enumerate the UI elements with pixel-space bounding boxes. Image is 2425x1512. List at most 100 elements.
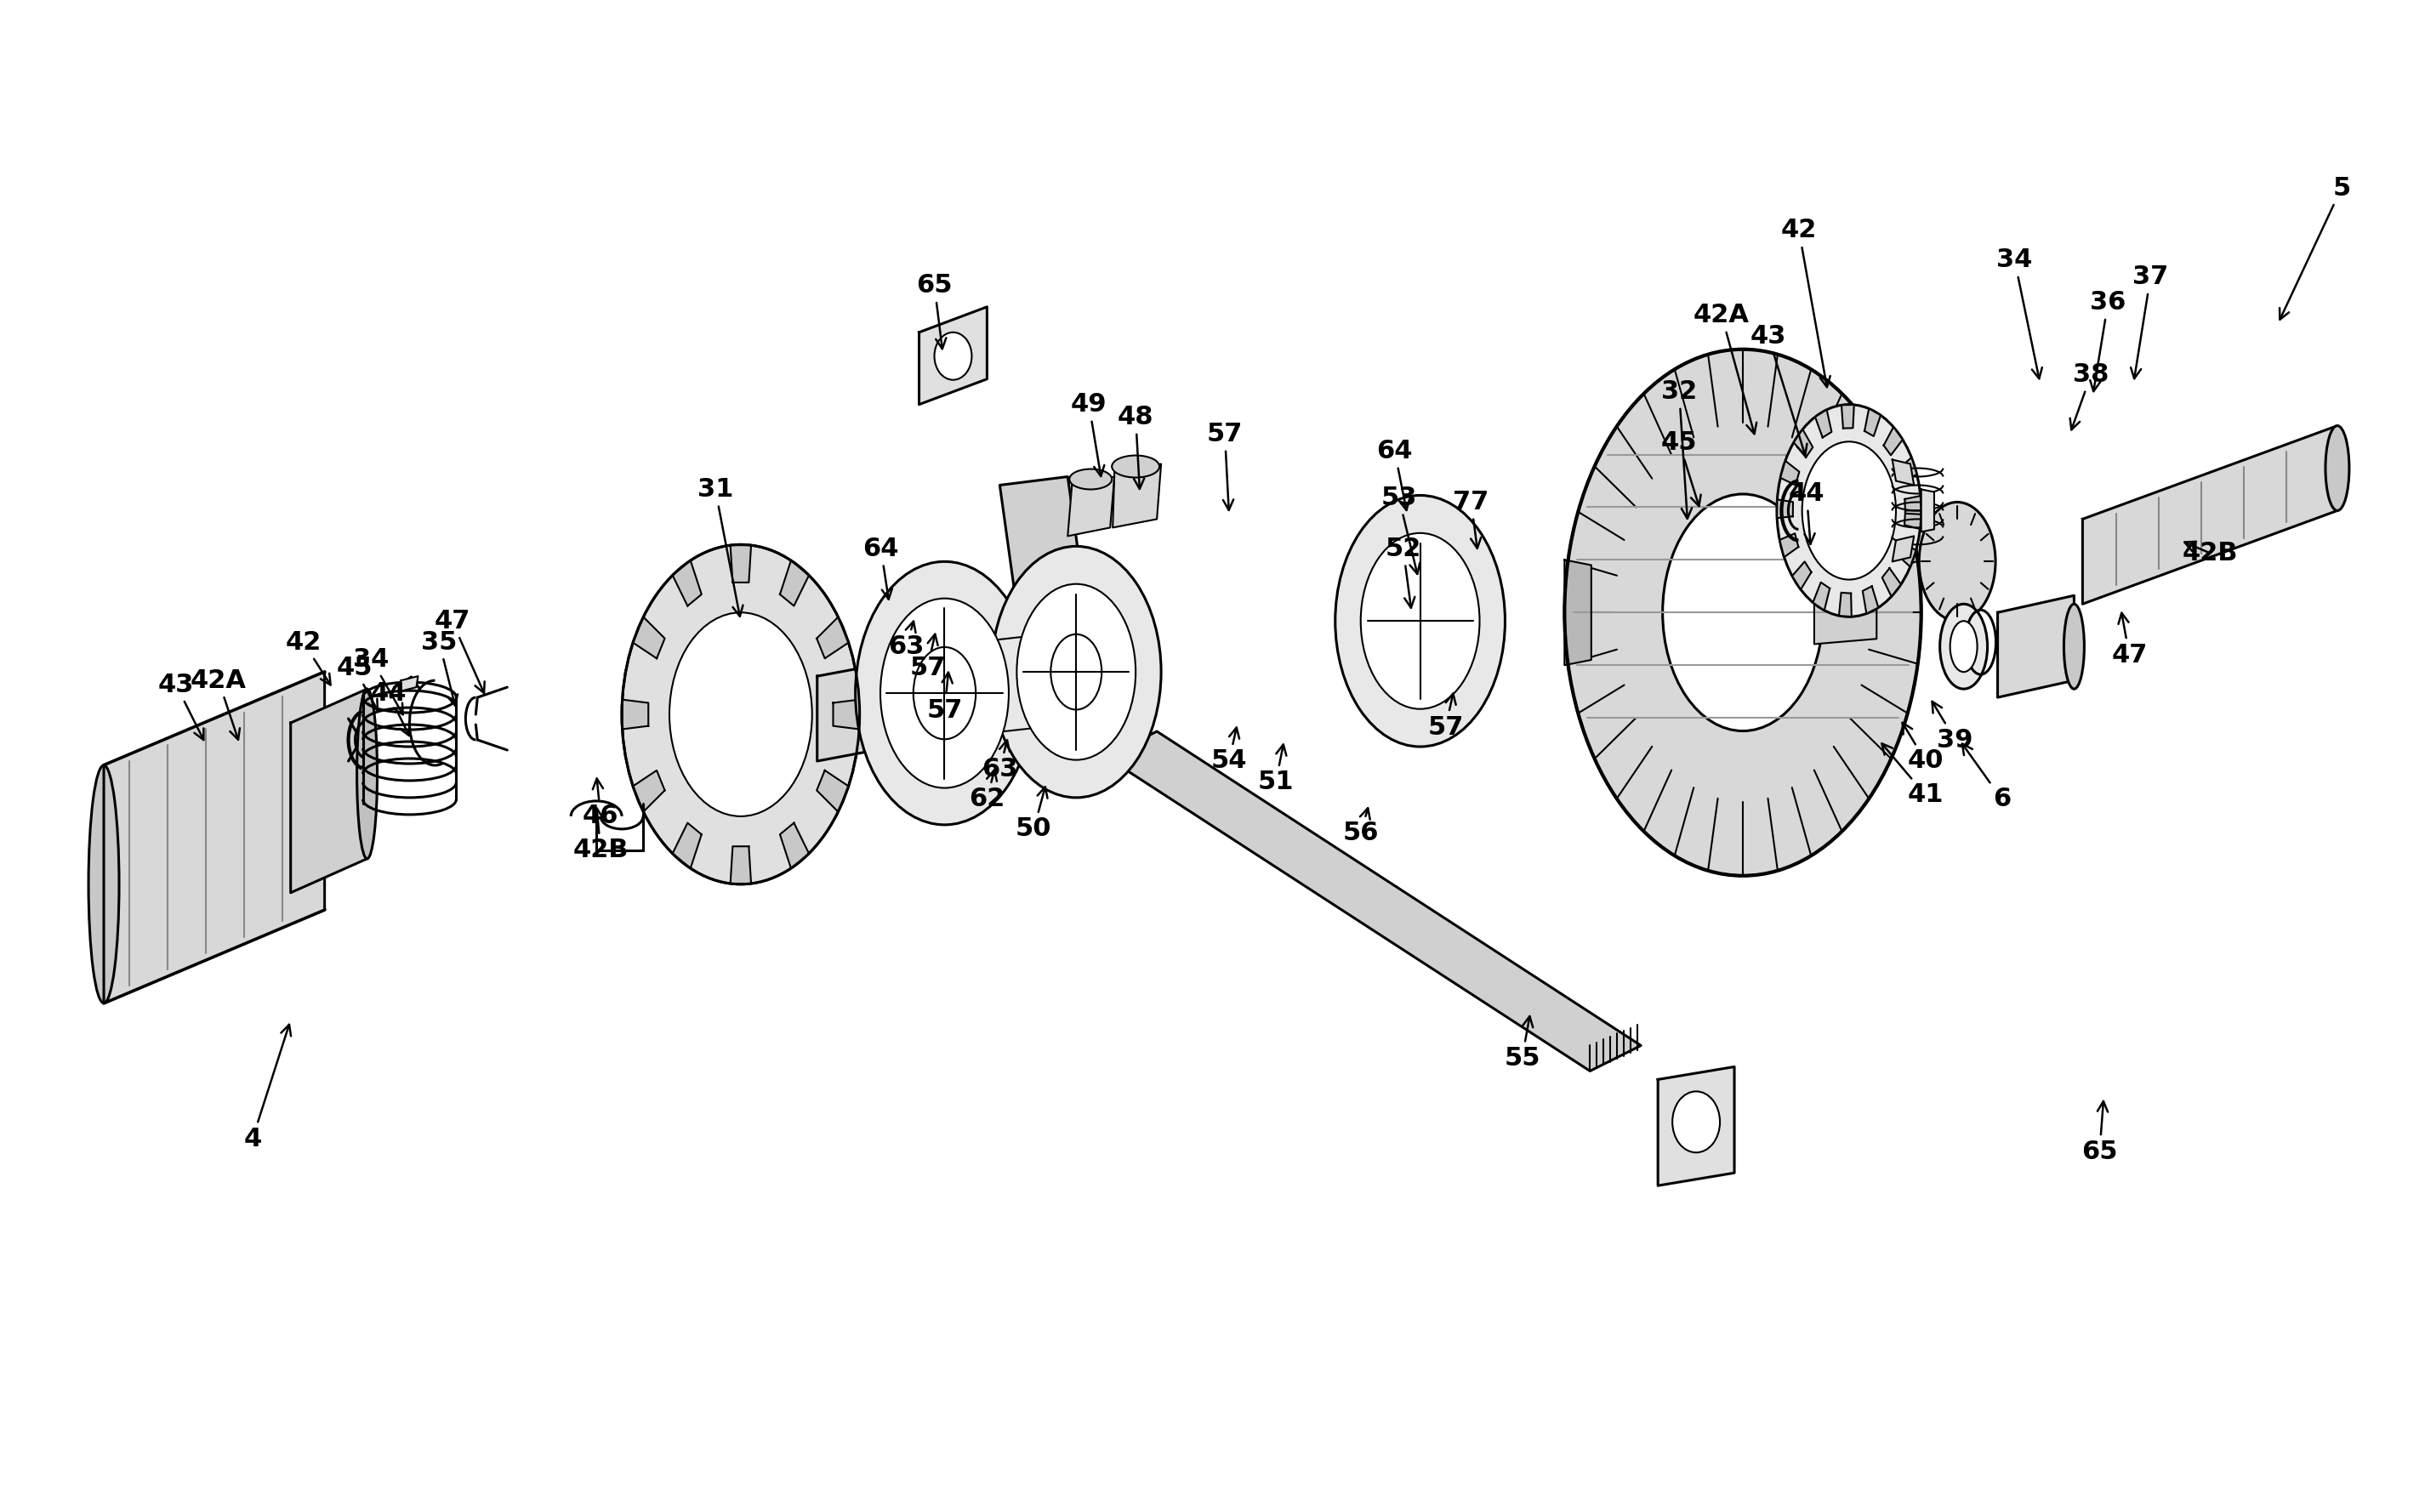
Text: 65: 65	[917, 274, 953, 349]
Ellipse shape	[2064, 603, 2083, 689]
Polygon shape	[1865, 408, 1882, 437]
Ellipse shape	[669, 612, 812, 816]
Text: 54: 54	[1210, 727, 1246, 774]
Polygon shape	[1816, 410, 1831, 437]
Ellipse shape	[90, 765, 119, 1002]
Ellipse shape	[621, 544, 858, 885]
Ellipse shape	[856, 561, 1033, 824]
Ellipse shape	[1664, 494, 1824, 730]
Text: 50: 50	[1016, 786, 1052, 841]
Text: 57: 57	[1428, 694, 1465, 739]
Ellipse shape	[934, 333, 972, 380]
Polygon shape	[1882, 569, 1901, 596]
Ellipse shape	[1069, 469, 1113, 490]
Ellipse shape	[992, 546, 1162, 798]
Ellipse shape	[880, 599, 1009, 788]
Polygon shape	[1780, 461, 1799, 485]
Text: 48: 48	[1118, 405, 1154, 488]
Text: 42: 42	[286, 631, 330, 685]
Polygon shape	[672, 561, 701, 606]
Polygon shape	[400, 676, 417, 691]
Text: 49: 49	[1072, 392, 1108, 476]
Text: 4: 4	[242, 1025, 291, 1151]
Ellipse shape	[1113, 455, 1159, 478]
Polygon shape	[817, 617, 849, 658]
Text: 5: 5	[2280, 175, 2350, 319]
Text: 34: 34	[1996, 248, 2042, 378]
Ellipse shape	[1950, 621, 1976, 671]
Text: 36: 36	[2090, 290, 2127, 392]
Text: 57: 57	[926, 673, 963, 723]
Ellipse shape	[1673, 1092, 1719, 1152]
Polygon shape	[623, 700, 647, 729]
Polygon shape	[817, 771, 849, 812]
Text: 47: 47	[434, 609, 485, 692]
Text: 38: 38	[2071, 363, 2110, 429]
Text: 39: 39	[1933, 702, 1974, 751]
Text: 45: 45	[1661, 431, 1700, 507]
Polygon shape	[1780, 534, 1799, 556]
Polygon shape	[672, 823, 701, 868]
Text: 43: 43	[158, 673, 204, 739]
Polygon shape	[730, 546, 752, 582]
Ellipse shape	[1050, 634, 1101, 709]
Polygon shape	[730, 847, 752, 883]
Text: 52: 52	[1385, 537, 1421, 608]
Polygon shape	[1884, 426, 1904, 455]
Ellipse shape	[1336, 496, 1506, 747]
Text: 42A: 42A	[1693, 302, 1756, 434]
Text: 63: 63	[888, 621, 924, 659]
Polygon shape	[1899, 458, 1916, 482]
Polygon shape	[1564, 559, 1591, 665]
Polygon shape	[1778, 499, 1792, 519]
Polygon shape	[817, 664, 885, 761]
Text: 53: 53	[1380, 485, 1421, 575]
Text: 56: 56	[1343, 807, 1380, 845]
Polygon shape	[929, 629, 1089, 739]
Polygon shape	[919, 307, 987, 405]
Ellipse shape	[1016, 584, 1135, 761]
Polygon shape	[633, 617, 664, 658]
Polygon shape	[1896, 541, 1916, 567]
Text: 37: 37	[2132, 265, 2168, 378]
Ellipse shape	[1564, 349, 1921, 875]
Polygon shape	[781, 561, 810, 606]
Polygon shape	[633, 771, 664, 812]
Polygon shape	[1998, 596, 2073, 697]
Text: 41: 41	[1882, 744, 1942, 807]
Text: 45: 45	[337, 655, 378, 711]
Polygon shape	[1904, 511, 1921, 529]
Text: 65: 65	[2081, 1101, 2117, 1164]
Polygon shape	[1067, 476, 1116, 537]
Polygon shape	[1659, 1067, 1734, 1185]
Polygon shape	[1904, 496, 1921, 514]
Text: 51: 51	[1259, 744, 1295, 795]
Text: 77: 77	[1453, 490, 1489, 549]
Ellipse shape	[1360, 534, 1479, 709]
Ellipse shape	[2326, 426, 2350, 511]
Text: 44: 44	[371, 680, 410, 736]
Polygon shape	[104, 671, 325, 1002]
Polygon shape	[1841, 405, 1855, 428]
Polygon shape	[1838, 593, 1853, 617]
Ellipse shape	[1940, 603, 1988, 689]
Text: 43: 43	[1751, 324, 1807, 455]
Text: 44: 44	[1790, 481, 1824, 544]
Polygon shape	[1794, 429, 1814, 458]
Text: 42B: 42B	[2182, 541, 2238, 565]
Ellipse shape	[914, 647, 975, 739]
Text: 55: 55	[1503, 1016, 1540, 1070]
Text: 62: 62	[970, 770, 1004, 812]
Ellipse shape	[1778, 405, 1921, 617]
Text: 57: 57	[1208, 422, 1244, 510]
Polygon shape	[1892, 460, 1913, 485]
Polygon shape	[1814, 582, 1831, 611]
Polygon shape	[1106, 732, 1642, 1070]
Polygon shape	[1792, 561, 1811, 590]
Polygon shape	[999, 476, 1089, 638]
Polygon shape	[2083, 426, 2338, 603]
Ellipse shape	[1802, 442, 1896, 579]
Ellipse shape	[1918, 502, 1996, 621]
Text: 42A: 42A	[192, 668, 247, 739]
Text: 31: 31	[698, 478, 742, 617]
